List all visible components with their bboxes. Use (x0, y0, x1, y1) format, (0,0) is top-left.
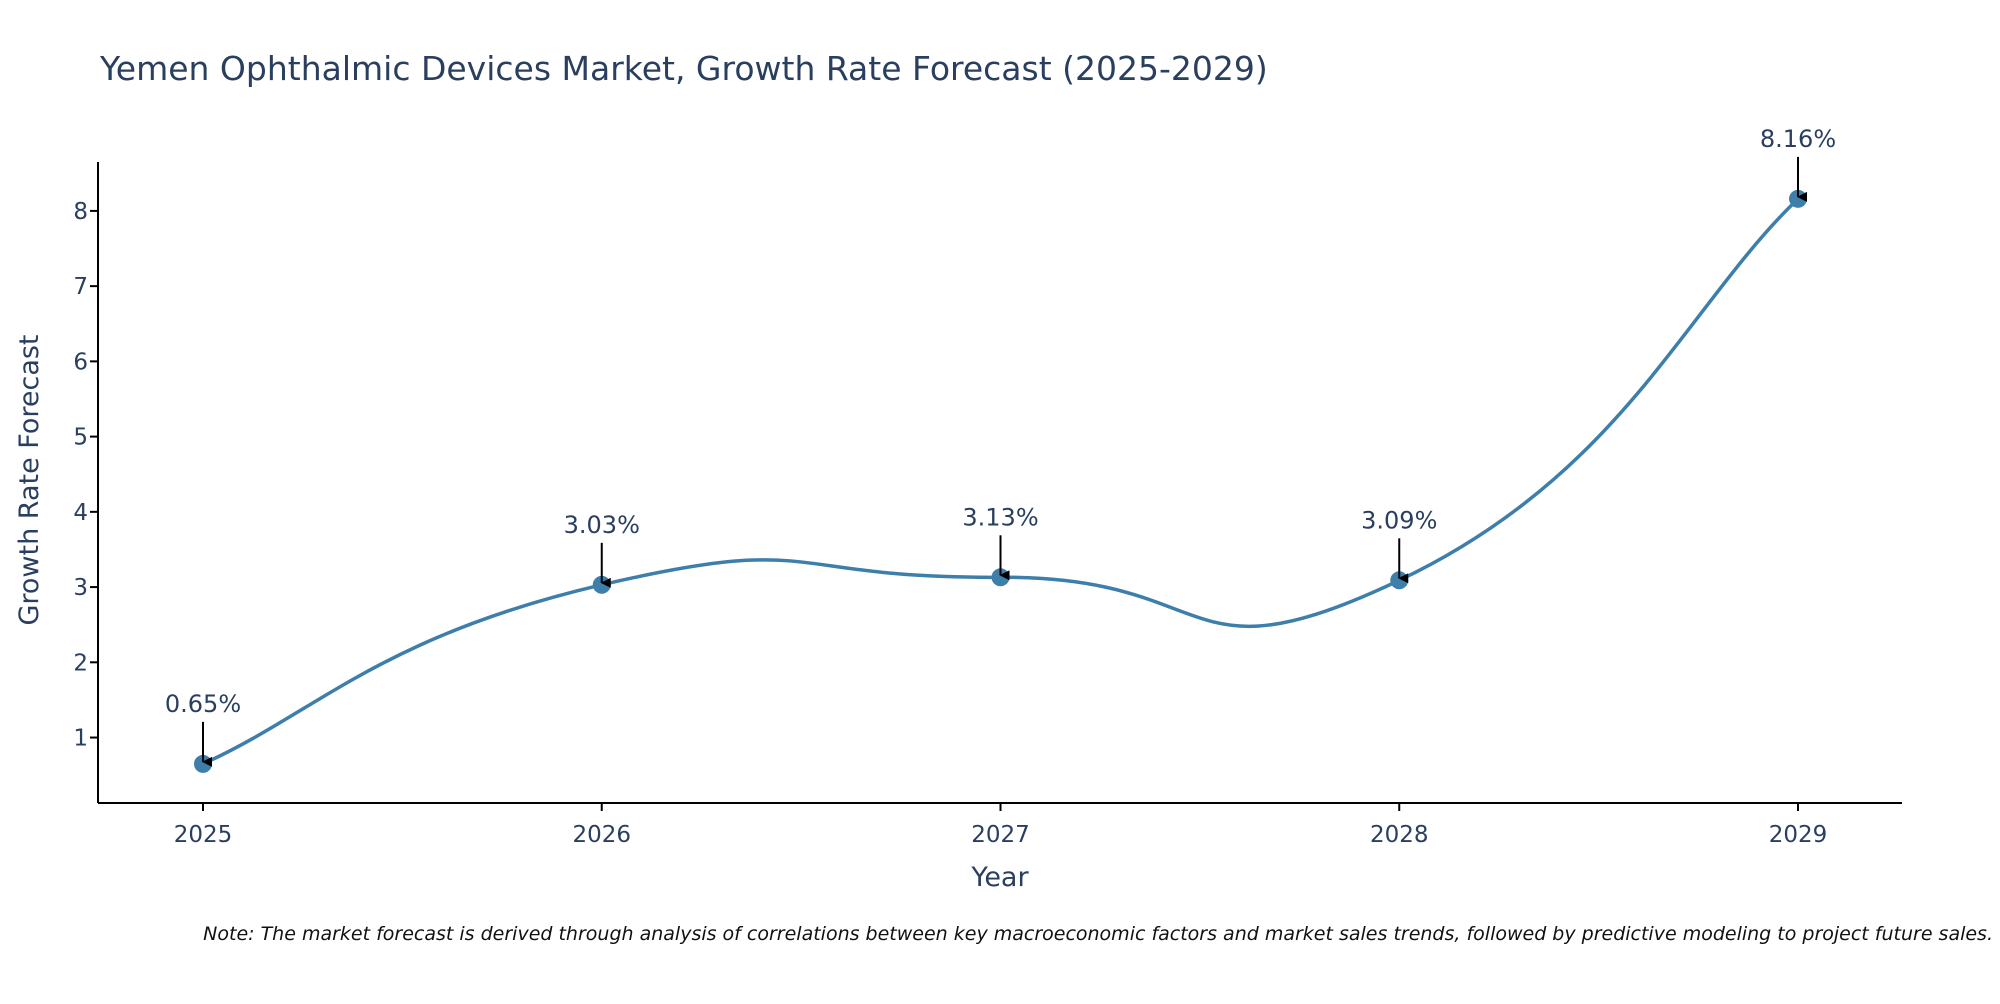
series-line (202, 197, 1800, 766)
x-tick-label: 2026 (572, 822, 631, 848)
footnote: Note: The market forecast is derived thr… (203, 923, 1993, 945)
y-tick-label: 6 (73, 349, 88, 375)
data-label: 0.65% (165, 690, 241, 718)
data-label: 8.16% (1760, 125, 1836, 153)
x-tick-label: 2027 (971, 822, 1030, 848)
y-tick-label: 3 (73, 575, 88, 601)
x-axis-title: Year (970, 862, 1029, 893)
y-axis-title: Growth Rate Forecast (14, 334, 45, 625)
data-label: 3.13% (962, 503, 1038, 531)
y-tick-labels: 1 2 3 4 5 6 7 8 (73, 199, 98, 752)
y-tick-label: 5 (73, 425, 88, 451)
axes (97, 162, 1902, 804)
y-tick-label: 1 (73, 726, 88, 752)
data-label: 3.09% (1361, 506, 1437, 534)
x-tick-labels: 2025 2026 2027 2028 2029 (174, 803, 1828, 848)
data-label: 3.03% (564, 511, 640, 539)
x-tick-label: 2028 (1370, 822, 1429, 848)
y-tick-label: 2 (73, 650, 88, 676)
chart-title: Yemen Ophthalmic Devices Market, Growth … (99, 49, 1268, 88)
data-labels: 0.65% 3.03% 3.13% 3.09% 8.16% (165, 125, 1836, 767)
x-tick-label: 2025 (174, 822, 233, 848)
series-growth-rate (194, 189, 1807, 773)
x-tick-label: 2029 (1769, 822, 1828, 848)
y-tick-label: 7 (73, 274, 88, 300)
y-tick-label: 8 (73, 199, 88, 225)
y-tick-label: 4 (73, 500, 88, 526)
